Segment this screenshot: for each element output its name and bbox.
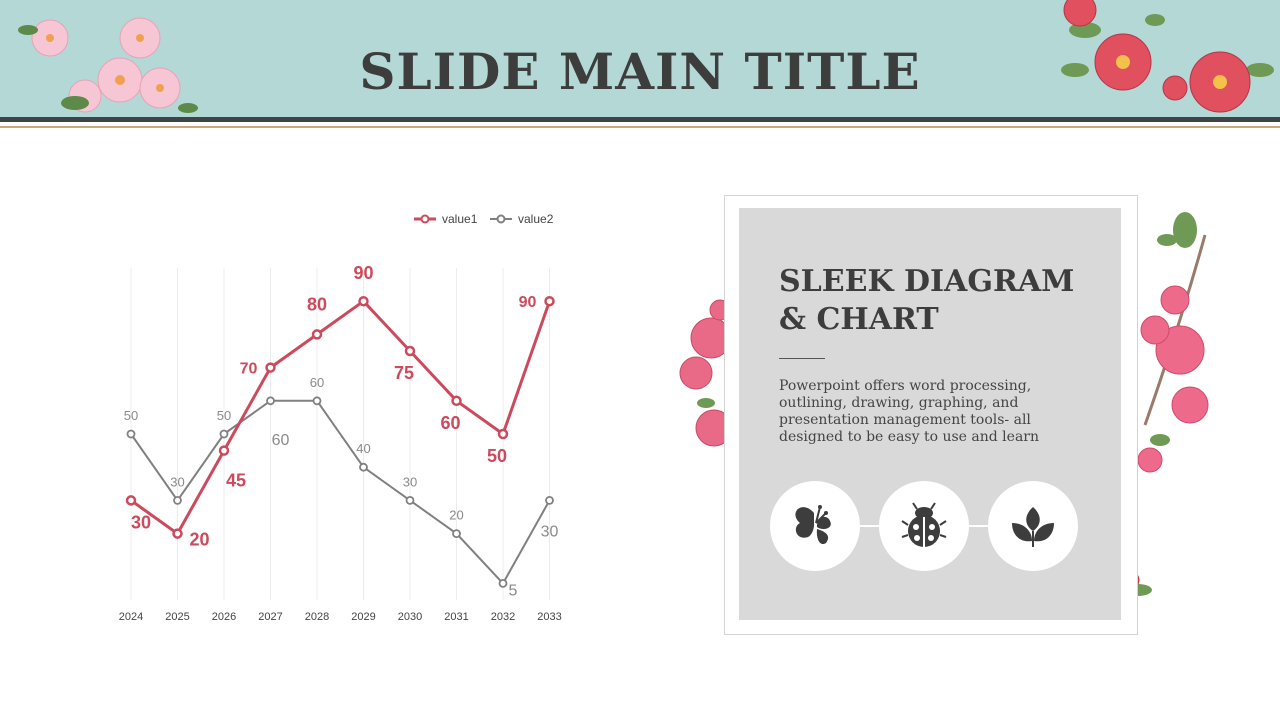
- x-tick-label: 2025: [165, 611, 189, 623]
- data-point-value1: [451, 395, 462, 407]
- x-tick-label: 2029: [351, 611, 375, 623]
- card-divider: [779, 358, 825, 359]
- data-point-value1: [265, 362, 276, 373]
- card-title: SLEEK DIAGRAM & CHART: [779, 264, 1075, 337]
- data-point-value2: [545, 495, 554, 505]
- data-label-value2: 30: [403, 474, 417, 489]
- data-label-value1: 70: [240, 361, 258, 378]
- data-label-value2: 20: [449, 508, 463, 523]
- data-point-value2: [126, 429, 136, 439]
- data-label-value1: 75: [394, 363, 414, 383]
- card-description: Powerpoint offers word processing, outli…: [779, 378, 1039, 445]
- data-point-value1: [404, 345, 416, 357]
- data-point-value1: [311, 329, 323, 340]
- data-label-value1: 50: [487, 446, 507, 466]
- data-label-value2: 50: [217, 408, 231, 423]
- data-point-value1: [544, 295, 555, 307]
- legend-label-value2: value2: [518, 212, 554, 226]
- legend-marker-value2: [496, 214, 506, 224]
- butterfly-icon: [795, 505, 831, 545]
- legend-marker-value1: [420, 214, 430, 224]
- leaves-icon-circle: [988, 481, 1078, 571]
- x-tick-label: 2032: [491, 611, 515, 623]
- data-label-value1: 20: [189, 530, 209, 550]
- data-label-value2: 50: [124, 408, 138, 423]
- leaves-icon: [1012, 507, 1054, 547]
- header-accent-line: [0, 126, 1280, 128]
- header-divider: [0, 117, 1280, 122]
- data-label-value2: 30: [541, 523, 559, 540]
- x-tick-label: 2027: [258, 611, 282, 623]
- data-label-value1: 90: [519, 294, 537, 311]
- series-line-value1: [130, 299, 551, 536]
- data-point-value1: [218, 445, 230, 456]
- slide-title: SLIDE MAIN TITLE: [359, 42, 921, 101]
- data-point-value2: [498, 578, 508, 588]
- data-label-value1: 45: [226, 471, 246, 491]
- data-point-value2: [266, 396, 275, 406]
- series-line-value2: [130, 399, 551, 585]
- data-point-value2: [359, 462, 368, 472]
- data-point-value2: [312, 396, 322, 406]
- data-label-value2: 60: [310, 375, 324, 390]
- data-point-value1: [497, 428, 509, 440]
- flower-branch-right-decoration: [1137, 212, 1209, 473]
- x-tick-label: 2026: [212, 611, 236, 623]
- data-point-value2: [405, 495, 415, 505]
- x-tick-label: 2028: [305, 611, 329, 623]
- ladybug-icon: [901, 502, 947, 547]
- data-label-value1: 90: [353, 263, 373, 283]
- data-label-value1: 30: [131, 512, 151, 532]
- butterfly-icon-circle: [770, 481, 860, 571]
- x-tick-label: 2030: [398, 611, 422, 623]
- data-point-value2: [452, 529, 461, 539]
- data-point-value2: [173, 495, 182, 505]
- data-point-value1: [125, 495, 137, 506]
- data-label-value2: 5: [509, 582, 518, 599]
- data-point-value1: [172, 528, 183, 539]
- x-tick-label: 2024: [119, 611, 143, 623]
- info-card: SLEEK DIAGRAM & CHART Powerpoint offers …: [739, 208, 1121, 620]
- camellia-decoration: [1061, 0, 1274, 113]
- data-label-value1: 60: [440, 413, 460, 433]
- data-point-value2: [219, 429, 229, 439]
- x-tick-label: 2031: [444, 611, 468, 623]
- data-label-value2: 40: [356, 441, 370, 456]
- cherry-blossom-decoration: [18, 17, 198, 113]
- data-label-value2: 30: [170, 474, 184, 489]
- data-point-value1: [358, 295, 369, 307]
- ladybug-icon-circle: [879, 481, 969, 571]
- x-tick-label: 2033: [537, 611, 561, 623]
- data-label-value1: 80: [307, 294, 327, 314]
- line-chart: 503050606040302053030204570809075605090 …: [119, 212, 562, 623]
- data-label-value2: 60: [272, 432, 290, 449]
- legend-label-value1: value1: [442, 212, 478, 226]
